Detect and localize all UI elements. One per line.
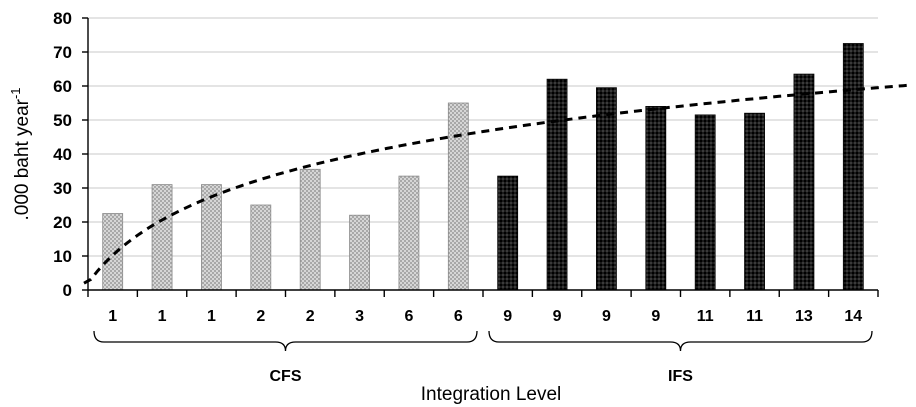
x-tick-label: 9 <box>553 308 562 325</box>
x-tick-label: 11 <box>697 308 714 325</box>
y-tick-label: 30 <box>53 179 72 198</box>
bar <box>299 168 321 291</box>
bar <box>349 214 370 291</box>
axes <box>82 17 879 297</box>
y-axis-title-text: .000 baht year <box>12 98 33 220</box>
x-tick-label: 1 <box>158 308 167 325</box>
bar <box>596 87 617 291</box>
bar <box>102 213 124 291</box>
x-tick-label: 6 <box>454 308 463 325</box>
group-label: CFS <box>270 368 302 385</box>
bar <box>447 102 469 291</box>
x-tick-label: 1 <box>108 308 117 325</box>
y-tick-label: 10 <box>53 247 72 266</box>
bar <box>645 106 667 291</box>
x-tick-label: 13 <box>795 308 813 325</box>
bar <box>497 175 519 291</box>
y-tick-label: 60 <box>53 77 72 96</box>
y-tick-label: 70 <box>53 43 72 62</box>
y-tick-label: 40 <box>53 145 72 164</box>
x-tick-label: 11 <box>746 308 763 325</box>
x-tick-label: 2 <box>306 308 315 325</box>
x-tick-label: 9 <box>651 308 660 325</box>
group-brace <box>93 330 478 352</box>
bar <box>694 114 716 291</box>
bar <box>151 184 173 291</box>
x-tick-label: 1 <box>207 308 216 325</box>
bars <box>102 43 864 291</box>
x-tick-label: 2 <box>256 308 265 325</box>
x-tick-label: 9 <box>503 308 512 325</box>
y-axis-title-superscript: -1 <box>8 87 23 99</box>
group-label: IFS <box>668 368 693 385</box>
trendline-layer <box>83 83 911 285</box>
trendline <box>83 83 911 285</box>
y-tick-label: 50 <box>53 111 72 130</box>
x-tick-label: 3 <box>355 308 364 325</box>
y-axis-title: .000 baht year-1 <box>8 87 33 220</box>
bar <box>250 204 272 291</box>
y-tick-label: 0 <box>63 281 72 300</box>
bar <box>546 78 568 291</box>
y-tick-label: 80 <box>53 9 72 28</box>
x-axis-title: Integration Level <box>421 384 562 405</box>
y-tick-label: 20 <box>53 213 72 232</box>
x-tick-label: 14 <box>844 308 862 325</box>
group-brace <box>488 330 873 352</box>
x-tick-label: 6 <box>404 308 413 325</box>
bar <box>398 175 420 291</box>
bar <box>793 73 815 291</box>
x-tick-label: 9 <box>602 308 611 325</box>
bar <box>744 112 765 291</box>
bar <box>842 43 864 291</box>
